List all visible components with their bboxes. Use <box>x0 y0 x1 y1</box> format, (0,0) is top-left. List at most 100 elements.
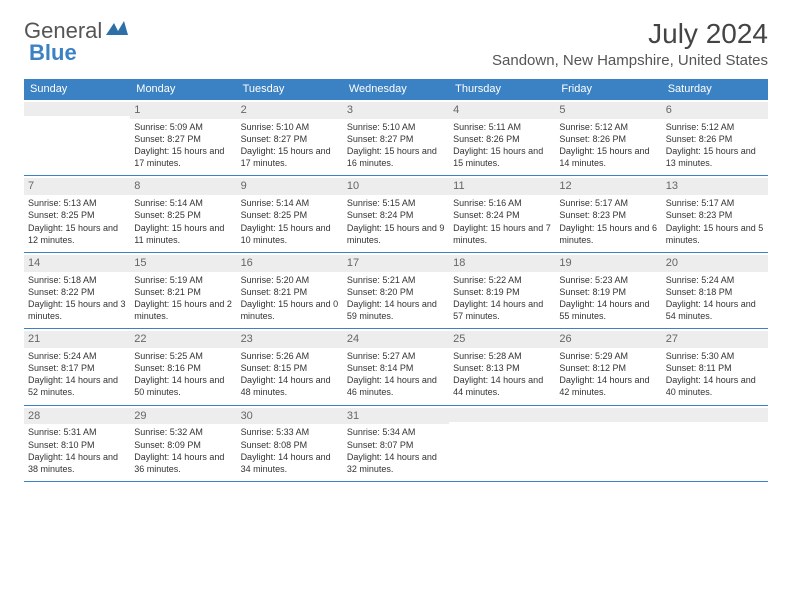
day-number: 18 <box>449 255 555 272</box>
sunrise-text: Sunrise: 5:15 AM <box>347 197 445 209</box>
sunrise-text: Sunrise: 5:12 AM <box>666 121 764 133</box>
day-number <box>555 408 661 422</box>
calendar-day: 9 Sunrise: 5:14 AMSunset: 8:25 PMDaylight… <box>237 176 343 251</box>
sunset-text: Sunset: 8:25 PM <box>241 209 339 221</box>
calendar-day: 12Sunrise: 5:17 AMSunset: 8:23 PMDayligh… <box>555 176 661 251</box>
daylight-text: Daylight: 14 hours and 42 minutes. <box>559 374 657 398</box>
calendar-day: 13Sunrise: 5:17 AMSunset: 8:23 PMDayligh… <box>662 176 768 251</box>
day-number <box>662 408 768 422</box>
calendar-day: 5Sunrise: 5:12 AMSunset: 8:26 PMDaylight… <box>555 100 661 175</box>
sunset-text: Sunset: 8:16 PM <box>134 362 232 374</box>
sunrise-text: Sunrise: 5:11 AM <box>453 121 551 133</box>
sunrise-text: Sunrise: 5:24 AM <box>28 350 126 362</box>
day-number: 1 <box>130 102 236 119</box>
calendar-week: 7Sunrise: 5:13 AMSunset: 8:25 PMDaylight… <box>24 176 768 252</box>
day-header-tue: Tuesday <box>237 79 343 99</box>
calendar-day: 17Sunrise: 5:21 AMSunset: 8:20 PMDayligh… <box>343 253 449 328</box>
sunrise-text: Sunrise: 5:28 AM <box>453 350 551 362</box>
day-number: 25 <box>449 331 555 348</box>
daylight-text: Daylight: 15 hours and 3 minutes. <box>28 298 126 322</box>
calendar-day: 31Sunrise: 5:34 AMSunset: 8:07 PMDayligh… <box>343 406 449 481</box>
sunrise-text: Sunrise: 5:10 AM <box>347 121 445 133</box>
calendar-day: 30Sunrise: 5:33 AMSunset: 8:08 PMDayligh… <box>237 406 343 481</box>
calendar-week: 14Sunrise: 5:18 AMSunset: 8:22 PMDayligh… <box>24 253 768 329</box>
sunset-text: Sunset: 8:09 PM <box>134 439 232 451</box>
daylight-text: Daylight: 14 hours and 48 minutes. <box>241 374 339 398</box>
daylight-text: Daylight: 15 hours and 10 minutes. <box>241 222 339 246</box>
day-number: 31 <box>343 408 449 425</box>
day-number: 2 <box>237 102 343 119</box>
sunset-text: Sunset: 8:17 PM <box>28 362 126 374</box>
calendar-day: 4Sunrise: 5:11 AMSunset: 8:26 PMDaylight… <box>449 100 555 175</box>
daylight-text: Daylight: 15 hours and 0 minutes. <box>241 298 339 322</box>
daylight-text: Daylight: 15 hours and 14 minutes. <box>559 145 657 169</box>
day-number: 16 <box>237 255 343 272</box>
day-number: 5 <box>555 102 661 119</box>
day-number: 26 <box>555 331 661 348</box>
sunset-text: Sunset: 8:25 PM <box>134 209 232 221</box>
calendar-day <box>662 406 768 481</box>
calendar-day: 7Sunrise: 5:13 AMSunset: 8:25 PMDaylight… <box>24 176 130 251</box>
sunset-text: Sunset: 8:23 PM <box>666 209 764 221</box>
sunrise-text: Sunrise: 5:32 AM <box>134 426 232 438</box>
daylight-text: Daylight: 14 hours and 36 minutes. <box>134 451 232 475</box>
calendar-day: 22Sunrise: 5:25 AMSunset: 8:16 PMDayligh… <box>130 329 236 404</box>
daylight-text: Daylight: 14 hours and 40 minutes. <box>666 374 764 398</box>
calendar-day: 20Sunrise: 5:24 AMSunset: 8:18 PMDayligh… <box>662 253 768 328</box>
daylight-text: Daylight: 14 hours and 34 minutes. <box>241 451 339 475</box>
sunset-text: Sunset: 8:26 PM <box>666 133 764 145</box>
calendar-day: 28Sunrise: 5:31 AMSunset: 8:10 PMDayligh… <box>24 406 130 481</box>
calendar-day: 8Sunrise: 5:14 AMSunset: 8:25 PMDaylight… <box>130 176 236 251</box>
day-number: 10 <box>343 178 449 195</box>
daylight-text: Daylight: 15 hours and 5 minutes. <box>666 222 764 246</box>
sunset-text: Sunset: 8:13 PM <box>453 362 551 374</box>
sunrise-text: Sunrise: 5:31 AM <box>28 426 126 438</box>
daylight-text: Daylight: 14 hours and 55 minutes. <box>559 298 657 322</box>
daylight-text: Daylight: 14 hours and 54 minutes. <box>666 298 764 322</box>
calendar-day: 2Sunrise: 5:10 AMSunset: 8:27 PMDaylight… <box>237 100 343 175</box>
day-header-fri: Friday <box>555 79 661 99</box>
day-number: 24 <box>343 331 449 348</box>
sunrise-text: Sunrise: 5:24 AM <box>666 274 764 286</box>
calendar-day <box>24 100 130 175</box>
calendar-day: 23Sunrise: 5:26 AMSunset: 8:15 PMDayligh… <box>237 329 343 404</box>
sunrise-text: Sunrise: 5:17 AM <box>666 197 764 209</box>
daylight-text: Daylight: 14 hours and 50 minutes. <box>134 374 232 398</box>
sunset-text: Sunset: 8:23 PM <box>559 209 657 221</box>
calendar-day: 27Sunrise: 5:30 AMSunset: 8:11 PMDayligh… <box>662 329 768 404</box>
day-number: 27 <box>662 331 768 348</box>
daylight-text: Daylight: 15 hours and 9 minutes. <box>347 222 445 246</box>
day-header-thu: Thursday <box>449 79 555 99</box>
day-number <box>24 102 130 116</box>
sunrise-text: Sunrise: 5:14 AM <box>241 197 339 209</box>
daylight-text: Daylight: 14 hours and 46 minutes. <box>347 374 445 398</box>
sunrise-text: Sunrise: 5:29 AM <box>559 350 657 362</box>
day-number: 4 <box>449 102 555 119</box>
calendar-day: 15Sunrise: 5:19 AMSunset: 8:21 PMDayligh… <box>130 253 236 328</box>
title-block: July 2024 Sandown, New Hampshire, United… <box>492 18 768 75</box>
sunset-text: Sunset: 8:21 PM <box>134 286 232 298</box>
sunrise-text: Sunrise: 5:26 AM <box>241 350 339 362</box>
day-number: 14 <box>24 255 130 272</box>
day-number: 17 <box>343 255 449 272</box>
calendar-day <box>449 406 555 481</box>
sunset-text: Sunset: 8:22 PM <box>28 286 126 298</box>
day-number: 3 <box>343 102 449 119</box>
sunrise-text: Sunrise: 5:09 AM <box>134 121 232 133</box>
sunset-text: Sunset: 8:20 PM <box>347 286 445 298</box>
day-header-sun: Sunday <box>24 79 130 99</box>
sunset-text: Sunset: 8:27 PM <box>347 133 445 145</box>
daylight-text: Daylight: 15 hours and 6 minutes. <box>559 222 657 246</box>
sunrise-text: Sunrise: 5:21 AM <box>347 274 445 286</box>
sunset-text: Sunset: 8:19 PM <box>559 286 657 298</box>
sunset-text: Sunset: 8:27 PM <box>241 133 339 145</box>
day-number: 9 <box>237 178 343 195</box>
sunrise-text: Sunrise: 5:17 AM <box>559 197 657 209</box>
daylight-text: Daylight: 15 hours and 12 minutes. <box>28 222 126 246</box>
sunset-text: Sunset: 8:07 PM <box>347 439 445 451</box>
calendar-day: 11Sunrise: 5:16 AMSunset: 8:24 PMDayligh… <box>449 176 555 251</box>
daylight-text: Daylight: 15 hours and 2 minutes. <box>134 298 232 322</box>
logo-text-2: Blue <box>29 40 77 66</box>
calendar-day: 21Sunrise: 5:24 AMSunset: 8:17 PMDayligh… <box>24 329 130 404</box>
sunset-text: Sunset: 8:10 PM <box>28 439 126 451</box>
